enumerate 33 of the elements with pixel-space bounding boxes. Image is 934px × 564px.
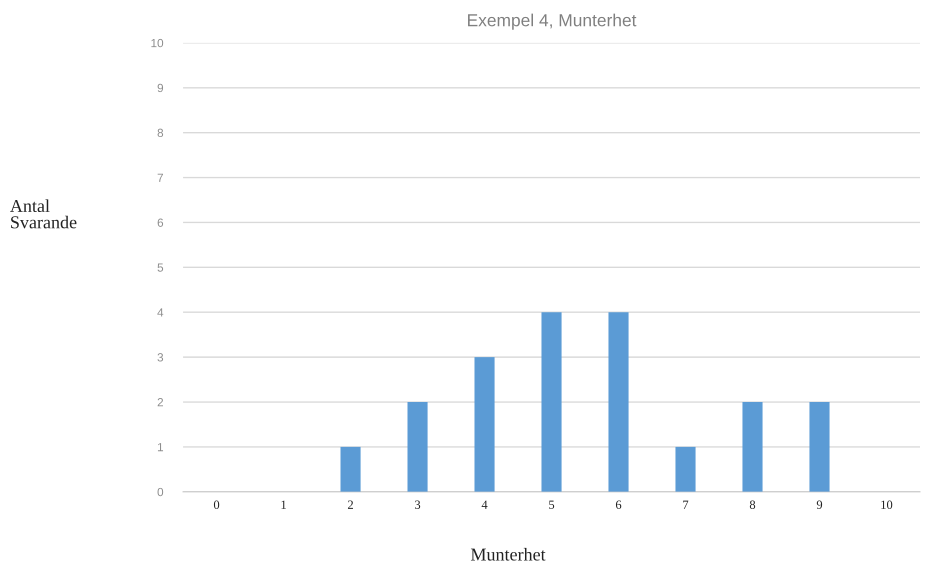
y-tick-label: 5 (158, 263, 164, 272)
bar (407, 402, 428, 492)
x-tick-label: 5 (549, 500, 554, 509)
y-tick-label: 2 (158, 398, 164, 406)
y-tick-label: 10 (151, 38, 164, 48)
x-tick-label: 0 (214, 500, 220, 509)
x-tick-label: 8 (750, 500, 756, 509)
y-axis-title: Antal Svarande (10, 199, 76, 228)
y-tick-label: 0 (158, 488, 164, 496)
x-tick-label: 10 (881, 500, 892, 509)
x-tick-label: 9 (816, 500, 822, 509)
chart-title: Exempel 4, Munterhet (468, 14, 636, 30)
x-tick-label: 6 (616, 500, 622, 509)
y-tick-label: 3 (158, 353, 164, 362)
y-tick-label: 6 (158, 218, 164, 227)
x-tick-label: 7 (683, 500, 688, 509)
x-axis-title: Munterhet (470, 548, 546, 561)
bar (541, 312, 562, 492)
x-tick-label: 4 (482, 500, 488, 509)
x-tick-label: 3 (415, 500, 420, 509)
x-tick-label: 1 (282, 500, 286, 509)
bar (340, 446, 361, 492)
y-tick-label: 9 (158, 84, 164, 92)
y-tick-label: 7 (158, 174, 164, 182)
bar (809, 402, 830, 492)
y-tick-label: 4 (157, 308, 164, 317)
bar (742, 402, 763, 492)
bar (675, 446, 696, 492)
bar (474, 357, 495, 492)
bar (608, 312, 629, 492)
y-tick-label: 8 (158, 128, 164, 138)
x-tick-label: 2 (348, 500, 353, 509)
y-tick-label: 1 (158, 443, 164, 452)
